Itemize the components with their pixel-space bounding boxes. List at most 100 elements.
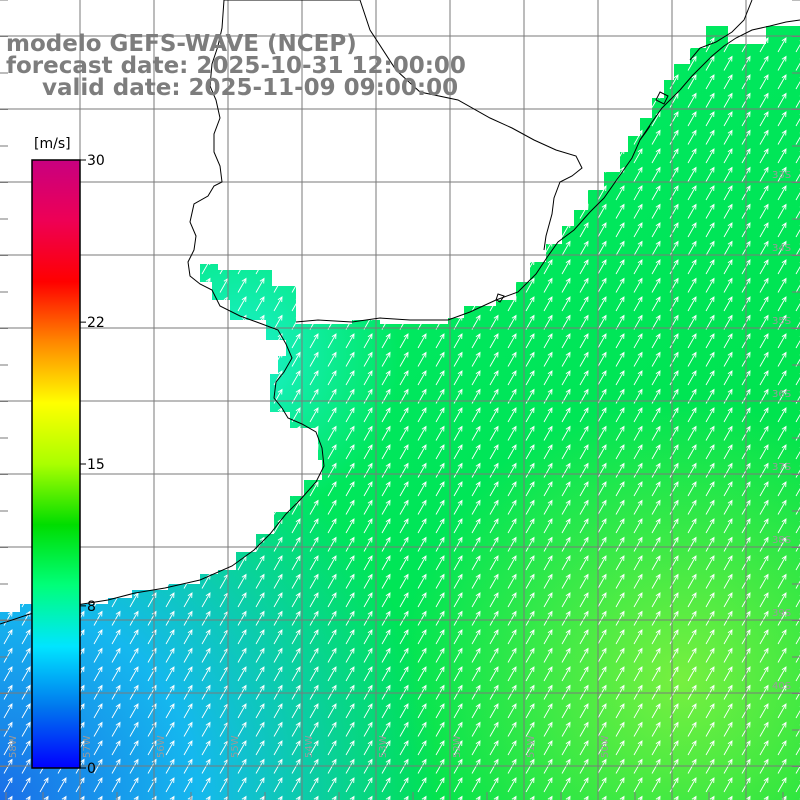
valid-date: valid date: 2025-11-09 09:00:00 xyxy=(42,75,459,101)
wind-arrow xyxy=(561,277,571,293)
wind-arrow xyxy=(651,647,661,663)
wind-arrow xyxy=(21,425,31,441)
wind-arrow xyxy=(237,296,247,312)
wind-arrow xyxy=(777,148,787,164)
wind-arrow xyxy=(705,647,715,663)
wind-arrow xyxy=(633,592,643,608)
wind-arrow xyxy=(381,166,391,182)
wind-arrow xyxy=(435,777,445,793)
wind-arrow xyxy=(417,240,427,256)
wind-arrow xyxy=(453,518,463,534)
wind-arrow xyxy=(165,185,175,201)
wind-arrow xyxy=(633,259,643,275)
wind-arrow xyxy=(21,666,31,682)
wind-arrow xyxy=(147,592,157,608)
latitude-label: 40S xyxy=(772,681,791,692)
wind-arrow xyxy=(21,573,31,589)
wind-arrow xyxy=(291,666,301,682)
wind-arrow xyxy=(219,481,229,497)
wind-arrow xyxy=(255,111,265,127)
wind-arrow xyxy=(795,703,800,719)
wind-arrow xyxy=(615,444,625,460)
wind-arrow xyxy=(453,629,463,645)
wind-arrow xyxy=(417,166,427,182)
wind-arrow xyxy=(183,129,193,145)
wind-arrow xyxy=(345,481,355,497)
wind-arrow xyxy=(579,740,589,756)
wind-arrow xyxy=(381,481,391,497)
wind-arrow xyxy=(597,277,607,293)
wind-arrow xyxy=(723,277,733,293)
wind-arrow xyxy=(777,111,787,127)
wind-arrow xyxy=(471,425,481,441)
wind-arrow xyxy=(129,259,139,275)
wind-arrow xyxy=(651,148,661,164)
wind-arrow xyxy=(705,55,715,71)
wind-arrow xyxy=(399,425,409,441)
wind-arrow xyxy=(687,351,697,367)
wind-arrow xyxy=(669,407,679,423)
wind-arrow xyxy=(21,148,31,164)
wind-arrow xyxy=(417,296,427,312)
wind-arrow xyxy=(633,296,643,312)
wind-arrow xyxy=(417,666,427,682)
wind-arrow xyxy=(633,333,643,349)
wind-arrow xyxy=(651,277,661,293)
wind-arrow xyxy=(345,259,355,275)
wind-arrow xyxy=(525,351,535,367)
longitude-label: 53W xyxy=(378,735,389,758)
wind-arrow xyxy=(723,74,733,90)
wind-arrow xyxy=(453,721,463,737)
wind-arrow xyxy=(93,518,103,534)
wind-arrow xyxy=(489,185,499,201)
wind-arrow xyxy=(705,425,715,441)
wind-arrow xyxy=(165,610,175,626)
longitude-label: 55W xyxy=(230,735,241,758)
wind-arrow xyxy=(363,333,373,349)
wind-arrow xyxy=(309,721,319,737)
wind-arrow xyxy=(363,370,373,386)
wind-arrow xyxy=(453,37,463,53)
wind-arrow xyxy=(471,721,481,737)
wind-arrow xyxy=(597,610,607,626)
wind-arrow xyxy=(795,555,800,571)
wind-arrow xyxy=(363,721,373,737)
wind-arrow xyxy=(759,481,769,497)
wind-arrow xyxy=(93,351,103,367)
wind-arrow xyxy=(489,351,499,367)
wind-arrow xyxy=(111,610,121,626)
wind-arrow xyxy=(525,740,535,756)
wind-arrow xyxy=(345,499,355,515)
wind-arrow xyxy=(543,647,553,663)
wind-arrow xyxy=(327,536,337,552)
wind-arrow xyxy=(111,573,121,589)
wind-arrow xyxy=(759,462,769,478)
wind-arrow xyxy=(525,55,535,71)
wind-arrow xyxy=(363,148,373,164)
wind-arrow xyxy=(273,240,283,256)
wind-arrow xyxy=(561,111,571,127)
wind-arrow xyxy=(399,703,409,719)
wind-arrow xyxy=(21,740,31,756)
wind-arrow xyxy=(597,499,607,515)
wind-arrow xyxy=(345,111,355,127)
wind-arrow xyxy=(165,740,175,756)
wind-arrow xyxy=(399,629,409,645)
wind-arrow xyxy=(129,555,139,571)
wind-arrow xyxy=(777,185,787,201)
wind-arrow xyxy=(381,573,391,589)
wind-arrow xyxy=(777,333,787,349)
wind-arrow xyxy=(651,703,661,719)
wind-arrow xyxy=(399,370,409,386)
wind-arrow xyxy=(723,462,733,478)
wind-arrow xyxy=(381,777,391,793)
wind-arrow xyxy=(471,111,481,127)
wind-arrow xyxy=(561,499,571,515)
wind-arrow xyxy=(327,203,337,219)
wind-arrow xyxy=(21,314,31,330)
wind-arrow xyxy=(705,703,715,719)
wind-arrow xyxy=(507,111,517,127)
wind-arrow xyxy=(705,166,715,182)
wind-arrow xyxy=(147,203,157,219)
wind-arrow xyxy=(3,573,13,589)
